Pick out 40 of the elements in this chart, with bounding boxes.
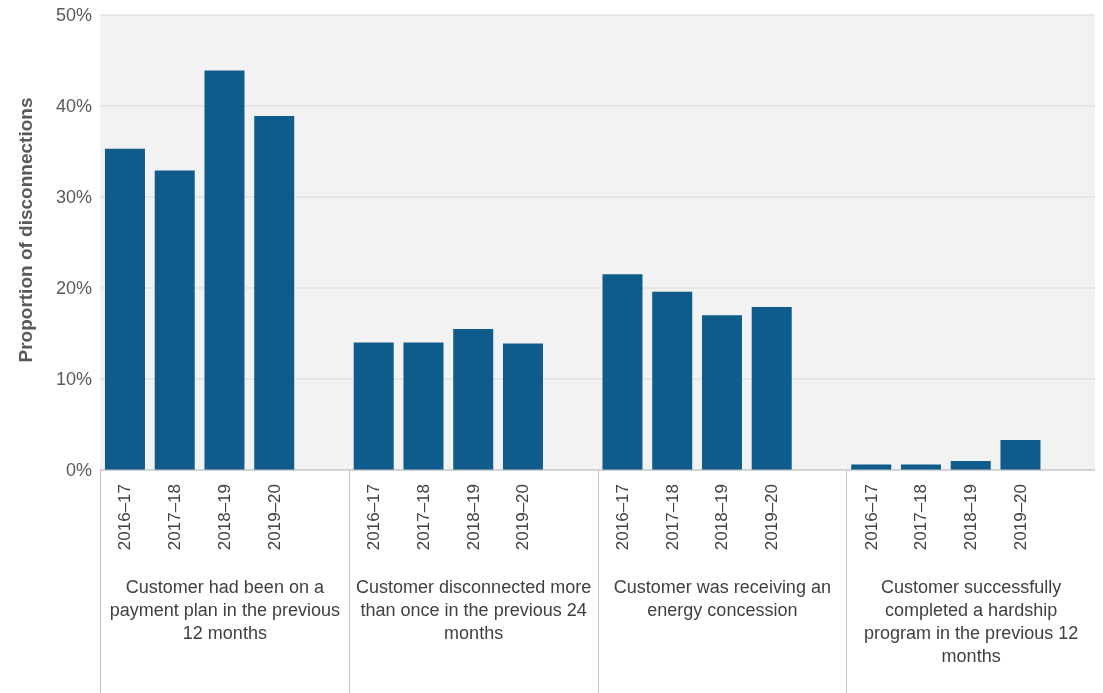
bar: [353, 342, 394, 470]
bar: [154, 170, 195, 470]
bar: [602, 274, 643, 470]
bar: [204, 70, 245, 470]
text: Customer had been on a payment plan in the previous 12 months: [108, 576, 341, 645]
text: Customer was receiving an energy concession: [612, 576, 832, 622]
bar: [453, 328, 494, 470]
bar: [502, 343, 543, 470]
x-tick-label: 2017–18: [165, 484, 185, 551]
bar: [403, 342, 444, 470]
x-tick-label: 2018–19: [712, 484, 732, 551]
bar: [254, 116, 295, 470]
x-tick-label: 2019–20: [513, 484, 533, 551]
x-tick-label: 2018–19: [463, 484, 483, 551]
x-tick-label: 2016–17: [612, 484, 632, 551]
y-tick-label: 50%: [55, 5, 92, 26]
text: Customer successfully completed a hardship program in the previous 12 months: [863, 576, 1080, 668]
x-tick-label: 2016–17: [861, 484, 881, 551]
x-tick-label: 2017–18: [662, 484, 682, 551]
x-tick-label: 2017–18: [911, 484, 931, 551]
bar: [652, 291, 693, 470]
x-tick-label: 2018–19: [961, 484, 981, 551]
x-tick-label: 2019–20: [762, 484, 782, 551]
y-tick-label: 10%: [55, 369, 92, 390]
x-tick-label: 2016–17: [364, 484, 384, 551]
y-tick-label: 40%: [55, 96, 92, 117]
y-axis-title: Proportion of disconnections: [14, 97, 36, 363]
x-tick-label: 2017–18: [413, 484, 433, 551]
bar: [1000, 439, 1041, 470]
text: Customer disconnected more than once in the previous 24 months: [355, 576, 593, 645]
bar: [751, 307, 792, 470]
y-tick-label: 30%: [55, 187, 92, 208]
x-tick-label: 2016–17: [115, 484, 135, 551]
bar: [701, 315, 742, 470]
x-tick-label: 2019–20: [1010, 484, 1030, 551]
bar: [104, 148, 145, 470]
y-tick-label: 0%: [65, 460, 92, 481]
x-tick-label: 2019–20: [264, 484, 284, 551]
x-tick-label: 2018–19: [214, 484, 234, 551]
y-tick-label: 20%: [55, 278, 92, 299]
